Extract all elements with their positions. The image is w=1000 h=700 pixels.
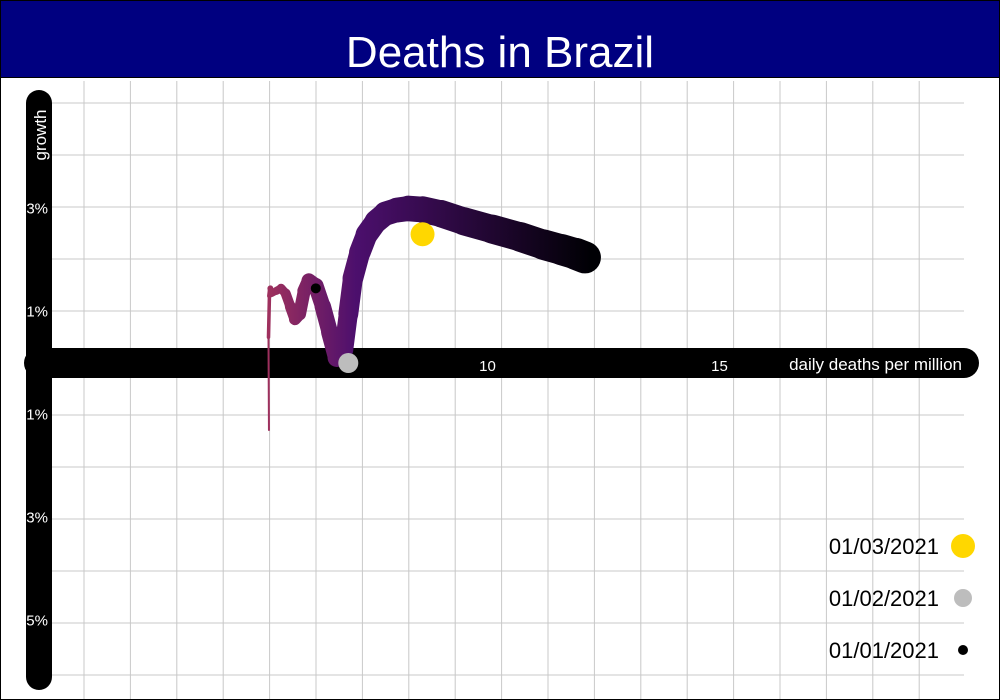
legend-label: 01/02/2021	[829, 586, 939, 611]
title-bar: Deaths in Brazil	[1, 1, 999, 78]
y-axis-title: growth	[31, 109, 50, 160]
legend-marker	[954, 589, 972, 607]
trajectory-segment	[266, 294, 272, 340]
y-tick-label: -5%	[21, 613, 48, 630]
chart-title: Deaths in Brazil	[345, 28, 655, 77]
x-axis-title: daily deaths per million	[789, 355, 962, 374]
legend-marker	[958, 645, 968, 655]
date-marker	[310, 283, 321, 294]
y-tick-label: 1%	[26, 304, 48, 321]
date-marker	[410, 222, 435, 247]
legend-label: 01/03/2021	[829, 534, 939, 559]
x-tick-label: 10	[479, 358, 496, 375]
legend-label: 01/01/2021	[829, 638, 939, 663]
date-marker	[338, 353, 359, 373]
y-tick-label: -3%	[21, 510, 48, 527]
y-tick-label: 3%	[26, 201, 48, 218]
trajectory-segment	[559, 237, 601, 274]
y-tick-label: -1%	[21, 407, 48, 424]
legend-marker	[951, 534, 975, 558]
x-tick-label: 15	[711, 358, 728, 375]
